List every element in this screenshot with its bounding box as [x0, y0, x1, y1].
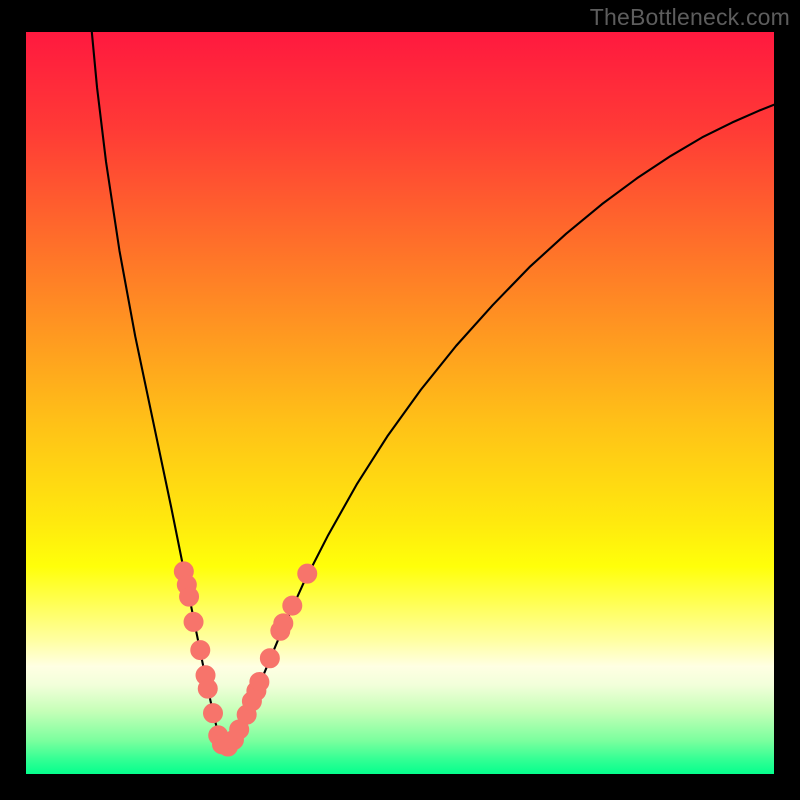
data-marker — [180, 587, 199, 606]
data-marker — [283, 596, 302, 615]
data-marker — [250, 672, 269, 691]
data-marker — [204, 704, 223, 723]
data-marker — [191, 641, 210, 660]
plot-area — [26, 32, 774, 774]
data-marker — [198, 679, 217, 698]
watermark-text: TheBottleneck.com — [590, 4, 790, 31]
gradient-background — [26, 32, 774, 774]
chart-frame: TheBottleneck.com — [0, 0, 800, 800]
data-marker — [274, 614, 293, 633]
data-marker — [184, 612, 203, 631]
data-marker — [260, 649, 279, 668]
data-marker — [298, 564, 317, 583]
plot-svg — [26, 32, 774, 774]
